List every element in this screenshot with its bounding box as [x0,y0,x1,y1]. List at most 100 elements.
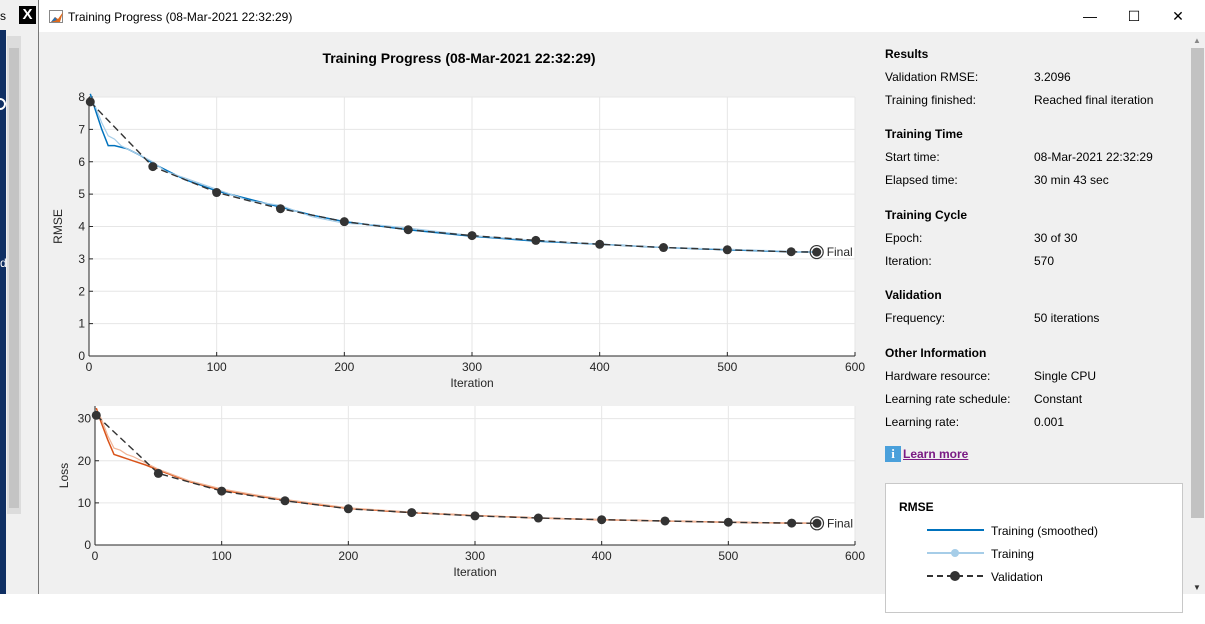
y-axis-label: RMSE [51,209,65,244]
validation-point [533,513,543,523]
background-window: s X d [0,0,38,594]
background-scrollbar-thumb[interactable] [9,48,19,508]
background-panel-edge: d [0,30,7,594]
other-information-heading: Other Information [885,346,987,360]
y-axis-label: Loss [57,463,71,488]
learning-rate-schedule-label: Learning rate schedule: [885,392,1011,406]
y-tick-label: 7 [78,122,85,136]
start-time-value: 08-Mar-2021 22:32:29 [1034,150,1153,164]
validation-heading: Validation [885,288,942,302]
iteration-label: Iteration: [885,254,932,268]
frequency-value: 50 iterations [1034,311,1100,325]
x-tick-label: 500 [718,549,738,563]
validation-point [280,496,290,506]
validation-point [660,516,670,526]
training-finished-value: Reached final iteration [1034,93,1154,107]
hardware-resource-value: Single CPU [1034,369,1097,383]
x-axis-label: Iteration [453,565,496,579]
final-label: Final [827,245,853,259]
validation-point [531,235,541,245]
background-text: d [0,256,7,270]
validation-point [812,247,822,257]
x-tick-label: 600 [845,360,865,374]
x-tick-label: 400 [590,360,610,374]
validation-point [148,162,158,172]
validation-point [91,410,101,420]
x-tick-label: 100 [207,360,227,374]
validation-point [403,225,413,235]
x-tick-label: 500 [717,360,737,374]
training-finished-label: Training finished: [885,93,976,107]
legend-marker-validation [950,571,960,581]
validation-point [153,468,163,478]
final-marker [809,244,824,260]
learning-rate-label: Learning rate: [885,415,960,429]
background-text: s [0,9,6,23]
x-tick-label: 0 [92,549,99,563]
final-marker [809,516,825,531]
y-tick-label: 3 [78,252,85,266]
elapsed-time-label: Elapsed time: [885,173,958,187]
validation-point [723,517,733,527]
validation-point [343,504,353,514]
validation-rmse-label: Validation RMSE: [885,70,979,84]
y-tick-label: 5 [78,187,85,201]
x-tick-label: 300 [462,360,482,374]
y-tick-label: 30 [78,412,92,426]
final-label: Final [827,516,853,530]
x-tick-label: 200 [338,549,358,563]
legend-marker-training [951,549,959,557]
validation-point [276,204,285,214]
validation-point [407,508,417,518]
scroll-down-arrow-icon[interactable]: ▼ [1193,583,1201,592]
title-bar[interactable]: Training Progress (08-Mar-2021 22:32:29)… [39,0,1205,32]
training-progress-window: Training Progress (08-Mar-2021 22:32:29)… [38,0,1205,613]
y-tick-label: 4 [78,220,85,234]
epoch-label: Epoch: [885,231,923,245]
x-tick-label: 600 [845,549,865,563]
y-tick-label: 0 [84,538,91,552]
epoch-value: 30 of 30 [1034,231,1078,245]
close-button[interactable]: ✕ [1172,8,1184,24]
validation-point [722,245,732,255]
validation-rmse-value: 3.2096 [1034,70,1071,84]
figure-title: Training Progress (08-Mar-2021 22:32:29) [322,50,596,66]
matlab-icon [49,10,63,23]
info-icon[interactable]: i [885,446,901,462]
window-title: Training Progress (08-Mar-2021 22:32:29) [68,10,293,24]
x-tick-label: 100 [212,549,232,563]
minimize-button[interactable]: — [1083,8,1097,24]
legend-heading: RMSE [899,500,934,514]
taskbar-app-icon[interactable]: X [19,6,36,24]
validation-point [812,518,822,528]
validation-point [85,97,95,107]
training-cycle-heading: Training Cycle [885,208,968,222]
validation-point [595,239,605,249]
x-tick-label: 200 [334,360,354,374]
x-tick-label: 400 [592,549,612,563]
scrollbar-thumb[interactable] [1191,48,1204,518]
x-axis-label: Iteration [450,376,493,390]
legend-item-training-smoothed: Training (smoothed) [991,524,1098,538]
frequency-label: Frequency: [885,311,946,325]
y-tick-label: 6 [78,155,85,169]
iteration-value: 570 [1034,254,1055,268]
legend-item-validation: Validation [991,570,1043,584]
validation-point [217,486,227,496]
x-tick-label: 0 [86,360,93,374]
legend-swatches [927,529,984,581]
y-tick-label: 8 [78,90,85,104]
validation-point [467,231,477,241]
scroll-up-arrow-icon[interactable]: ▲ [1193,36,1201,45]
learn-more-link[interactable]: Learn more [903,447,969,461]
validation-point [787,518,797,528]
y-tick-label: 0 [78,349,85,363]
vertical-scrollbar[interactable]: ▲ ▼ [1189,32,1205,594]
maximize-button[interactable]: ☐ [1127,8,1141,24]
validation-point [470,511,480,521]
validation-point [786,247,796,257]
results-heading: Results [885,47,929,61]
start-time-label: Start time: [885,150,940,164]
hardware-resource-label: Hardware resource: [885,369,991,383]
